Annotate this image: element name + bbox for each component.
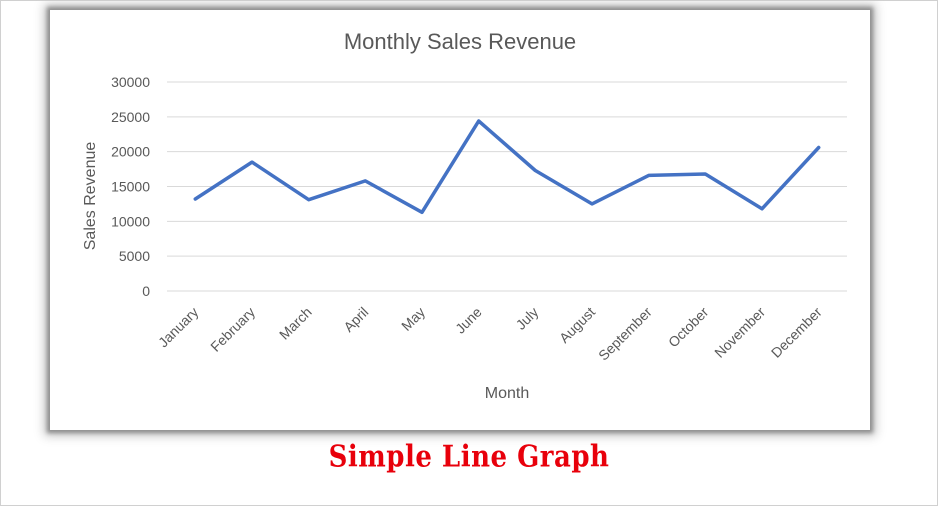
x-tick-label: March xyxy=(276,304,315,343)
y-axis-ticks: 0 5000 10000 15000 20000 25000 30000 xyxy=(111,74,150,299)
x-tick-label: May xyxy=(398,304,428,334)
x-tick-label: June xyxy=(452,304,485,337)
series-line xyxy=(193,119,821,215)
y-tick-label: 0 xyxy=(142,283,150,299)
caption-text: Simple Line Graph xyxy=(328,440,610,475)
series-group xyxy=(193,119,821,215)
x-axis-title: Month xyxy=(485,385,529,402)
y-tick-label: 15000 xyxy=(111,179,150,195)
chart-card: Monthly Sales Revenue 0 5000 10000 15000 200… xyxy=(50,10,870,430)
x-tick-label: September xyxy=(595,304,655,364)
y-tick-label: 10000 xyxy=(111,213,150,229)
y-tick-label: 25000 xyxy=(111,109,150,125)
x-tick-label: August xyxy=(556,304,598,346)
x-tick-label: July xyxy=(513,304,542,333)
y-tick-label: 5000 xyxy=(119,248,150,264)
x-tick-label: October xyxy=(665,304,712,351)
x-tick-label: November xyxy=(711,304,768,361)
x-tick-label: December xyxy=(768,304,825,361)
x-tick-label: February xyxy=(207,304,258,355)
x-axis-ticks: January February March April May June July Augu… xyxy=(155,304,825,364)
chart-title: Monthly Sales Revenue xyxy=(344,29,576,54)
y-axis-title: Sales Revenue xyxy=(82,142,99,251)
x-tick-label: April xyxy=(340,304,371,335)
x-tick-label: January xyxy=(155,304,202,351)
gridlines xyxy=(167,81,847,292)
line-chart: Monthly Sales Revenue 0 5000 10000 15000 200… xyxy=(82,29,847,402)
y-tick-label: 20000 xyxy=(111,144,150,160)
y-tick-label: 30000 xyxy=(111,74,150,90)
